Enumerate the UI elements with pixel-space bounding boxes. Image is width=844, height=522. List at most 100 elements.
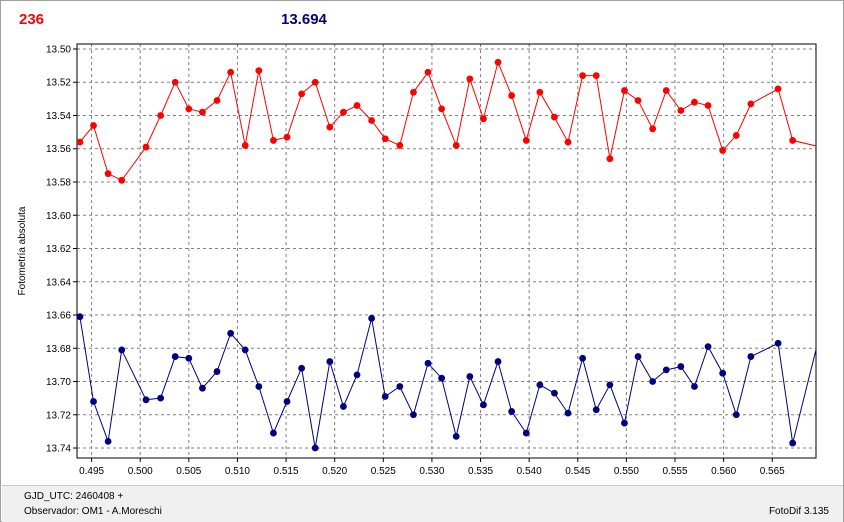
x-tick-label: 0.565 — [760, 466, 785, 477]
series-2-point — [817, 327, 824, 334]
series-1-point — [704, 102, 712, 109]
version-label: FotoDif 3.135 — [768, 506, 829, 517]
series-1-point — [649, 125, 657, 133]
series-1-point — [157, 112, 165, 119]
series-1-line — [79, 60, 816, 181]
series-1-point — [480, 115, 487, 123]
series-1-point — [789, 137, 797, 144]
series-2-point — [452, 432, 460, 440]
series-2-point — [732, 411, 740, 419]
series-1-point — [452, 142, 460, 149]
y-tick-label: 13.72 — [46, 410, 71, 421]
series-1-point — [185, 105, 193, 113]
series-2-point — [634, 353, 642, 360]
y-tick-label: 13.70 — [46, 377, 71, 388]
series-1-point — [691, 98, 698, 106]
series-1-point — [77, 138, 84, 146]
series-2-point — [466, 373, 474, 380]
y-tick-label: 13.74 — [46, 444, 71, 455]
series-1-point — [326, 123, 334, 131]
series-2-point — [438, 374, 446, 382]
series-2-point — [368, 314, 376, 322]
y-tick-label: 13.64 — [46, 277, 71, 288]
x-tick-label: 0.510 — [225, 466, 250, 477]
series-2-point — [564, 409, 572, 417]
series-1-point — [368, 117, 376, 124]
series-2-point — [298, 364, 306, 372]
series-1-point — [311, 78, 319, 86]
series-2-point — [396, 383, 404, 390]
header-right-value: 13.694 — [281, 11, 327, 28]
series-2-line — [79, 316, 816, 449]
series-2-point — [621, 419, 628, 427]
x-tick-label: 0.560 — [711, 466, 736, 477]
series-1-point — [255, 67, 263, 75]
y-tick-label: 13.68 — [46, 344, 71, 355]
series-2-point — [551, 389, 558, 397]
series-2-point — [185, 354, 193, 362]
x-tick-label: 0.530 — [419, 466, 444, 477]
plot-area-border — [76, 43, 817, 459]
series-1-point — [410, 88, 417, 96]
series-2-point — [77, 313, 84, 321]
series-1-point — [774, 85, 782, 93]
series-1-point — [522, 137, 530, 144]
series-1-point — [118, 176, 126, 184]
series-1-point — [831, 125, 838, 132]
series-1-point — [551, 113, 558, 121]
x-tick-label: 0.515 — [274, 466, 299, 477]
series-2-point — [410, 411, 417, 419]
series-2-point — [691, 383, 698, 390]
light-curve-chart: 13.50 13.52 13.54 13.56 13.58 13.60 13.62 13.64… — [17, 43, 838, 477]
y-tick-label: 13.62 — [46, 244, 71, 255]
series-2-point — [677, 363, 685, 370]
series-2-point — [199, 384, 206, 392]
series-1-point — [494, 58, 502, 66]
series-2-point — [789, 439, 797, 447]
series-2-point — [704, 343, 712, 351]
series-2-point — [480, 401, 487, 409]
series-2-point — [227, 329, 235, 337]
series-2-point — [157, 394, 165, 402]
series-2-point — [424, 359, 432, 367]
series-2-point — [353, 371, 361, 379]
series-1-point — [564, 138, 572, 146]
x-tick-label: 0.555 — [662, 466, 687, 477]
series-1-point — [424, 68, 432, 76]
series-2-point — [381, 393, 389, 400]
series-2-point — [104, 437, 112, 445]
x-tick-label: 0.525 — [371, 466, 396, 477]
series-1-point — [817, 144, 824, 151]
series-1-point — [396, 142, 404, 149]
series-2-point — [536, 381, 544, 389]
observer-label: Observador: OM1 - A.Moreschi — [24, 506, 162, 517]
series-2-point — [311, 444, 319, 452]
x-tick-label: 0.495 — [79, 466, 104, 477]
series-1-point — [227, 68, 235, 76]
series-1-point — [677, 107, 685, 114]
series-2-point — [142, 396, 150, 404]
series-2-point — [90, 398, 97, 405]
series-2-point — [255, 383, 263, 390]
series-1-point — [662, 87, 670, 94]
y-axis-label: Fotometría absoluta — [17, 206, 28, 295]
x-tick-label: 0.545 — [565, 466, 590, 477]
series-2-point — [508, 408, 516, 415]
series-1-point — [90, 122, 97, 129]
y-tick-label: 13.50 — [46, 44, 71, 55]
x-tick-label: 0.500 — [128, 466, 153, 477]
series-2-point — [494, 358, 502, 365]
series-1-point — [634, 97, 642, 104]
y-tick-label: 13.58 — [46, 178, 71, 189]
header-left-value: 236 — [19, 11, 45, 28]
series-1-point — [536, 88, 544, 96]
series-1-point — [270, 137, 277, 144]
x-tick-label: 0.520 — [322, 466, 347, 477]
series-2-point — [171, 353, 179, 360]
series-2-point — [283, 398, 291, 405]
series-1-point — [104, 170, 112, 178]
series-2-point — [592, 406, 600, 414]
series-1-point — [199, 108, 206, 116]
series-1-point — [732, 132, 740, 139]
